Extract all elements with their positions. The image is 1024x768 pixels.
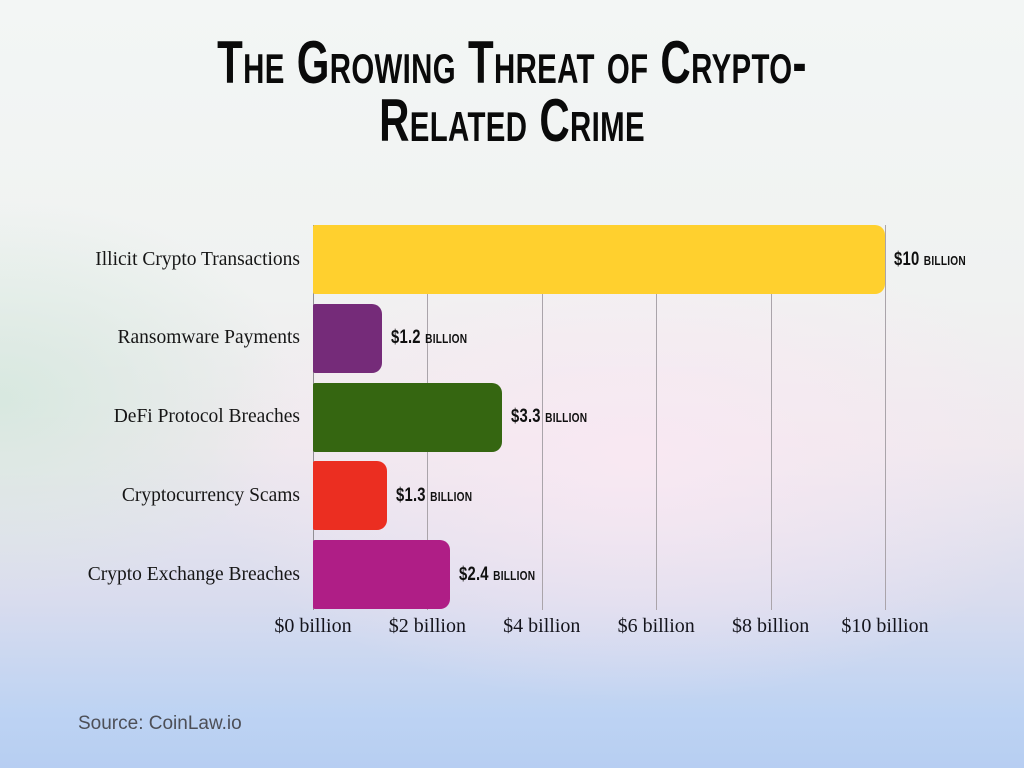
value-label: $3.3 billion — [510, 406, 588, 427]
gridline — [885, 225, 886, 610]
bar-row: $3.3 billion — [313, 382, 885, 452]
bar-row: $2.4 billion — [313, 540, 885, 609]
bar-defi-protocol-breaches — [313, 382, 502, 452]
category-label: Illicit Crypto Transactions — [95, 248, 300, 270]
x-tick-label: $4 billion — [503, 615, 581, 637]
plot-area: $10 billion $1.2 billion $3.3 billion $1.3 … — [313, 225, 966, 610]
category-label: DeFi Protocol Breaches — [113, 406, 300, 427]
x-tick-label: $2 billion — [388, 615, 466, 637]
bar-ransomware-payments — [313, 303, 382, 373]
bar-illicit-crypto-transactions — [313, 225, 885, 294]
gridline — [541, 225, 543, 610]
gridline — [656, 225, 658, 610]
category-label: Crypto Exchange Breaches — [87, 563, 300, 585]
category-label: Cryptocurrency Scams — [121, 484, 300, 506]
value-label: $1.2 billion — [390, 327, 467, 349]
value-label: $1.3 billion — [396, 484, 473, 506]
bar-cryptocurrency-scams — [313, 461, 388, 531]
bar-crypto-exchange-breaches — [313, 540, 451, 609]
gridline — [770, 225, 772, 610]
x-tick-label: $8 billion — [731, 615, 810, 637]
x-tick-label: $10 billion — [841, 615, 929, 637]
bar-row: $10 billion — [313, 225, 966, 294]
source-text: Source: CoinLaw.io — [78, 713, 242, 734]
value-label: $10 billion — [894, 248, 966, 270]
bar-row: $1.2 billion — [313, 303, 885, 373]
category-label: Ransomware Payments — [117, 327, 300, 349]
x-tick-label: $6 billion — [617, 615, 695, 637]
x-tick-label: $0 billion — [274, 615, 352, 637]
x-axis: $0 billion $2 billion $4 billion $6 billion… — [274, 612, 928, 646]
chart-title: The Growing Threat of Crypto-Related Cri… — [217, 29, 807, 154]
bar-row: $1.3 billion — [313, 461, 885, 531]
value-label: $2.4 billion — [459, 563, 536, 585]
